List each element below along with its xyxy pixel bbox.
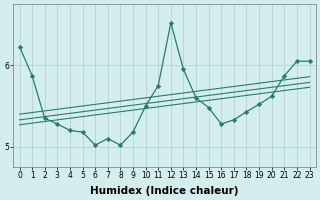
X-axis label: Humidex (Indice chaleur): Humidex (Indice chaleur) — [90, 186, 239, 196]
